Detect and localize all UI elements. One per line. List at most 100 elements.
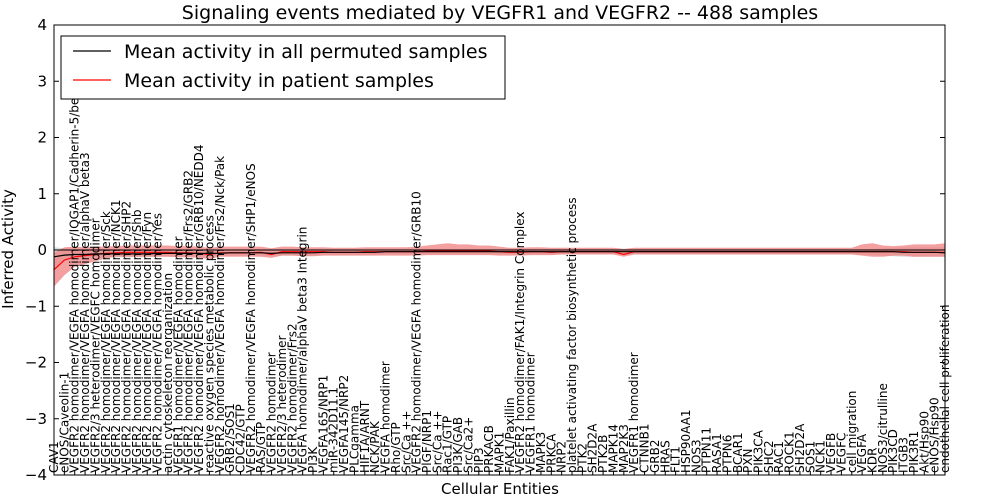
y-tick-label: 3: [37, 72, 47, 90]
entity-label: GRB2: [648, 439, 662, 473]
legend-box: [60, 35, 506, 100]
entity-label: PRKACB: [482, 425, 496, 473]
entity-label: VEGFR2 homodimer/VEGFA homodimer/SHP2: [120, 201, 134, 473]
entity-label: VEGFR2/3 heterodimer: [275, 335, 289, 473]
entity-label: Rho/GTP: [389, 422, 403, 473]
entity-label: VEGFR2 homodimer/Frs2: [285, 323, 299, 473]
entity-label: NOS3/citrulline: [876, 383, 890, 473]
y-tick-label: −1: [25, 297, 47, 315]
entity-label: PI3K: [306, 446, 320, 473]
entity-label: VEGFR2 homodimer/VEGFA homodimer/Fyn: [140, 212, 154, 473]
entity-label: VEGFR1 homodimer: [524, 352, 538, 473]
entity-label: Src/Ca ++: [430, 410, 444, 473]
entity-label: VEGFR2 homodimer/VEGFA homodimer/NCK1: [109, 199, 123, 473]
legend-label-permuted: Mean activity in all permuted samples: [124, 41, 487, 63]
entity-label: PTK2: [575, 443, 589, 473]
entity-label: VEGFA homodimer/alphaV beta3 Integrin: [296, 227, 310, 473]
entity-label: HIF1A/ARNT: [358, 400, 372, 473]
entity-label: NCK/PAK: [368, 420, 382, 473]
entity-label: VEGFR1 homodimer/VEGFA homodimer: [171, 236, 185, 473]
entity-label: Akt/Hsp90: [917, 411, 931, 473]
entity-label: VEGFB: [824, 433, 838, 473]
entity-label: VEGFA: [855, 433, 869, 473]
entity-label: PlGF/NRP1: [420, 410, 434, 473]
y-tick-label: 0: [37, 241, 47, 259]
entity-label: reactive oxygen species metabolic proces…: [202, 215, 216, 473]
entity-label: MAPK1: [493, 432, 507, 473]
entity-label: VEGFA165/NRP1: [316, 375, 330, 473]
entity-label: Src/Ca2+: [461, 417, 475, 473]
entity-label: VEGFA homodimer: [379, 361, 393, 473]
entity-label: PIK3CA: [752, 429, 766, 473]
y-tick-label: −4: [25, 466, 47, 484]
entity-label: VEGFR2 homodimer: [265, 352, 279, 473]
entity-label: VEGFR2 homodimer/VEGFA homodimer/GRB10/N…: [192, 144, 206, 473]
entity-label: GRB2/SOS1: [223, 403, 237, 473]
entity-label: RAS/GTP: [254, 422, 268, 473]
entity-label: HRAS: [658, 440, 672, 473]
entity-label: NRP2: [555, 441, 569, 473]
entity-label: RASA1: [710, 433, 724, 473]
entity-label: MAPK14: [607, 424, 621, 473]
y-axis-label: Inferred Activity: [0, 189, 17, 309]
y-tick-label: 1: [37, 185, 47, 203]
entity-label: PTK2B: [596, 435, 610, 473]
entity-label: SH2D2A: [793, 423, 807, 473]
legend: Mean activity in all permuted samples Me…: [60, 35, 506, 100]
entity-label: VEGFR2 homodimer/VEGFA homodimer/Shb: [130, 210, 144, 474]
entity-label: VEGFR2 homodimer/VEGFA homodimer/Frs2/Nc…: [213, 156, 227, 473]
entity-label: PIP3: [472, 447, 486, 473]
entity-label: PXN: [741, 449, 755, 473]
entity-label: HSP90AA1: [679, 409, 693, 473]
entity-label: VEGFR2/3 heterodimer/VEGFC homodimer: [88, 218, 102, 473]
y-tick-label: −2: [25, 354, 47, 372]
entity-label: VEGFR2 homodimer/VEGFA homodimer/alphaV …: [78, 152, 92, 473]
entity-label: Src/Ca ++: [399, 410, 413, 473]
entity-label: PI3K/GAB: [451, 417, 465, 473]
entity-label: miR-342D11.1: [327, 387, 341, 473]
series-line-0: [53, 251, 946, 258]
entity-label: SHC2: [762, 440, 776, 473]
entity-label: BCAR1: [731, 432, 745, 473]
chart-title: Signaling events mediated by VEGFR1 and …: [182, 2, 818, 24]
entity-label: ROCK1: [783, 431, 797, 473]
y-tick-label: 4: [37, 16, 47, 34]
legend-label-patient: Mean activity in patient samples: [124, 70, 434, 92]
entity-label: NCK1: [814, 440, 828, 473]
entity-label: FAK1/Paxillin: [503, 397, 517, 473]
entity-label: eNOS/Hsp90: [928, 397, 942, 473]
entity-label: PRKCA: [544, 433, 558, 473]
entity-label: SH2D2A: [586, 423, 600, 473]
entity-label: FLT1: [669, 446, 683, 473]
entity-label: PTPN6: [720, 435, 734, 473]
entity-label: VEGFR1 homodimer: [627, 352, 641, 473]
entity-label: VEGFR2 homodimer/VEGFA homodimer/Sck: [99, 211, 113, 473]
entity-label: PLCgamma: [348, 405, 362, 473]
x-axis-label: Cellular Entities: [441, 480, 559, 498]
series-lines: [53, 250, 946, 271]
entity-label: KDR: [866, 448, 880, 473]
entity-label: ITGB3: [897, 437, 911, 473]
y-tick-label: 2: [37, 129, 47, 147]
entity-label: VEGFR2 homodimer/VEGFA homodimer/IQGAP1/…: [68, 37, 82, 473]
entity-label: PTPN11: [700, 427, 714, 473]
entity-label: VEGFR2 homodimer/VEGFA homodimer/Frs2/GR…: [182, 170, 196, 473]
entity-label: platelet activating factor biosynthetic …: [565, 197, 579, 473]
entity-label: CTNNB1: [638, 423, 652, 473]
entity-label: eNOS/Caveolin-1: [57, 372, 71, 473]
entity-label: RAC1: [772, 441, 786, 473]
entity-label: actin cytoskeleton reorganization: [161, 273, 175, 473]
entity-label: PIK3R1: [907, 431, 921, 473]
entity-label: MAP2K3: [617, 424, 631, 473]
entity-label: VEGFR2 homodimer/VEGFA homodimer/Yes: [151, 213, 165, 473]
entity-label: CDC42/GTP: [234, 404, 248, 473]
entity-label: cell migration: [845, 391, 859, 473]
entity-label: VEGFR2 homodimer/FAK1/Integrin Complex: [513, 212, 527, 474]
band-series-1: [54, 243, 945, 287]
entity-label: SOS1: [803, 441, 817, 473]
entity-label: PIK3CD: [886, 429, 900, 473]
entity-label: VEGFR2 homodimer/VEGFA homodimer/GRB10: [410, 191, 424, 473]
entity-label: MAPK3: [534, 432, 548, 473]
